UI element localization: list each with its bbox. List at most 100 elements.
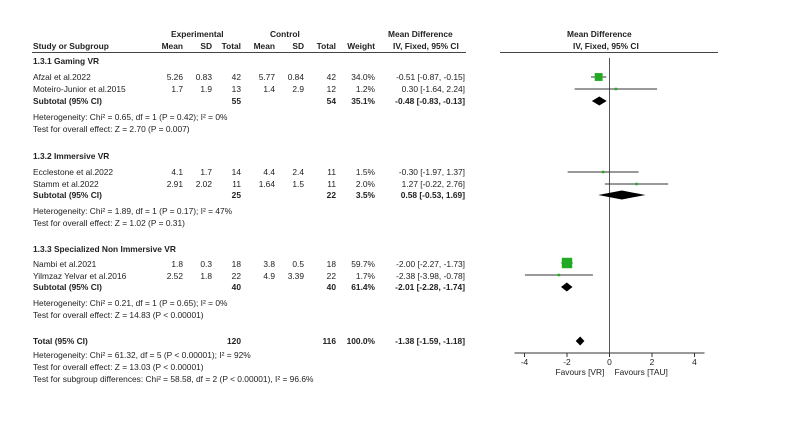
subtotal-total-e: 40 (231, 282, 241, 292)
ci: -0.51 [-0.87, -0.15] (396, 72, 465, 82)
total-e: 13 (231, 84, 241, 94)
favours-left-label: Favours [VR] (555, 367, 605, 377)
x-tick-label: 4 (692, 357, 697, 367)
total-e: 11 (232, 179, 241, 189)
total-heterogeneity-text: Heterogeneity: Chi² = 61.32, df = 5 (P <… (33, 350, 251, 360)
subgroup-differences-text: Test for subgroup differences: Chi² = 58… (33, 374, 314, 384)
mean-e: 1.7 (171, 84, 183, 94)
weight: 1.2% (355, 84, 375, 94)
sd-c: 0.84 (287, 72, 304, 82)
group-title: 1.3.3 Specialized Non Immersive VR (33, 244, 176, 254)
ci: -2.00 [-2.27, -1.73] (396, 259, 465, 269)
ci: 0.30 [-1.64, 2.24] (401, 84, 465, 94)
header-total-e: Total (221, 41, 241, 51)
x-tick-label: 0 (607, 357, 612, 367)
subtotal-label: Subtotal (95% CI) (33, 282, 102, 292)
header-md-right-title: Mean Difference (567, 29, 632, 39)
mean-e: 2.52 (166, 271, 183, 281)
subtotal-label: Subtotal (95% CI) (33, 96, 102, 106)
weight-square (594, 73, 603, 81)
x-tick-label: -4 (521, 357, 529, 367)
header-rule-right (500, 52, 718, 53)
mean-e: 2.91 (166, 179, 183, 189)
study-name: Nambi et al.2021 (33, 259, 97, 269)
subtotal-ci: -2.01 [-2.28, -1.74] (395, 282, 465, 292)
overall-effect-text: Test for overall effect: Z = 1.02 (P = 0… (33, 218, 185, 228)
subtotal-weight: 3.5% (355, 190, 375, 200)
sd-c: 0.5 (292, 259, 304, 269)
pooled-diamond (575, 336, 585, 346)
mean-c: 1.4 (263, 84, 275, 94)
header-weight: Weight (347, 41, 375, 51)
weight-square (557, 273, 561, 277)
total-c: 22 (326, 271, 336, 281)
total-total-c: 116 (322, 336, 336, 346)
study-name: Moteiro-Junior et al.2015 (33, 84, 126, 94)
favours-right-label: Favours [TAU] (614, 367, 668, 377)
weight: 34.0% (351, 72, 375, 82)
header-rule-left (32, 52, 466, 53)
sd-c: 2.9 (292, 84, 304, 94)
total-c: 12 (326, 84, 336, 94)
study-name: Yilmzaz Yelvar et al.2016 (33, 271, 127, 281)
total-total-e: 120 (227, 336, 241, 346)
sd-c: 3.39 (287, 271, 304, 281)
total-ci: -1.38 [-1.59, -1.18] (395, 336, 465, 346)
total-c: 11 (327, 179, 336, 189)
overall-effect-text: Test for overall effect: Z = 14.83 (P < … (33, 310, 204, 320)
sd-e: 1.8 (200, 271, 212, 281)
heterogeneity-text: Heterogeneity: Chi² = 1.89, df = 1 (P = … (33, 206, 233, 216)
header-study: Study or Subgroup (33, 41, 109, 51)
group-title: 1.3.2 Immersive VR (33, 151, 110, 161)
overall-effect-text: Test for overall effect: Z = 2.70 (P = 0… (33, 124, 190, 134)
ci: -2.38 [-3.98, -0.78] (396, 271, 465, 281)
study-name: Afzal et al.2022 (33, 72, 91, 82)
study-name: Stamm et al.2022 (33, 179, 99, 189)
header-mean-e: Mean (161, 41, 183, 51)
total-e: 42 (231, 72, 241, 82)
total-e: 22 (231, 271, 241, 281)
study-name: Ecclestone et al.2022 (33, 167, 114, 177)
pooled-diamond (561, 282, 573, 292)
heterogeneity-text: Heterogeneity: Chi² = 0.65, df = 1 (P = … (33, 112, 228, 122)
mean-c: 1.64 (258, 179, 275, 189)
sd-e: 2.02 (195, 179, 212, 189)
weight-square (561, 257, 573, 269)
total-weight: 100.0% (346, 336, 375, 346)
x-tick-label: -2 (563, 357, 571, 367)
mean-c: 5.77 (258, 72, 275, 82)
mean-e: 5.26 (166, 72, 183, 82)
subtotal-weight: 61.4% (351, 282, 375, 292)
subtotal-total-c: 22 (326, 190, 336, 200)
sd-c: 1.5 (292, 179, 304, 189)
weight: 1.5% (355, 167, 375, 177)
header-experimental: Experimental (171, 29, 224, 39)
subtotal-ci: 0.58 [-0.53, 1.69] (400, 190, 465, 200)
header-md-left-sub: IV, Fixed, 95% CI (393, 41, 459, 51)
mean-c: 3.8 (263, 259, 275, 269)
mean-e: 1.8 (171, 259, 183, 269)
header-sd-c: SD (292, 41, 304, 51)
subtotal-total-e: 25 (231, 190, 241, 200)
sd-e: 0.3 (200, 259, 212, 269)
total-c: 18 (326, 259, 336, 269)
x-tick-label: 2 (650, 357, 655, 367)
weight: 2.0% (355, 179, 375, 189)
total-c: 42 (326, 72, 336, 82)
pooled-diamond (598, 190, 646, 200)
heterogeneity-text: Heterogeneity: Chi² = 0.21, df = 1 (P = … (33, 298, 228, 308)
weight: 1.7% (355, 271, 375, 281)
mean-c: 4.4 (263, 167, 275, 177)
weight-square (601, 170, 605, 174)
weight: 59.7% (351, 259, 375, 269)
subtotal-total-c: 40 (326, 282, 336, 292)
total-label: Total (95% CI) (33, 336, 88, 346)
subtotal-total-e: 55 (231, 96, 241, 106)
total-e: 14 (231, 167, 241, 177)
header-mean-c: Mean (253, 41, 275, 51)
total-c: 11 (327, 167, 336, 177)
sd-e: 1.9 (200, 84, 212, 94)
subtotal-total-c: 54 (326, 96, 336, 106)
total-overall-effect-text: Test for overall effect: Z = 13.03 (P < … (33, 362, 204, 372)
